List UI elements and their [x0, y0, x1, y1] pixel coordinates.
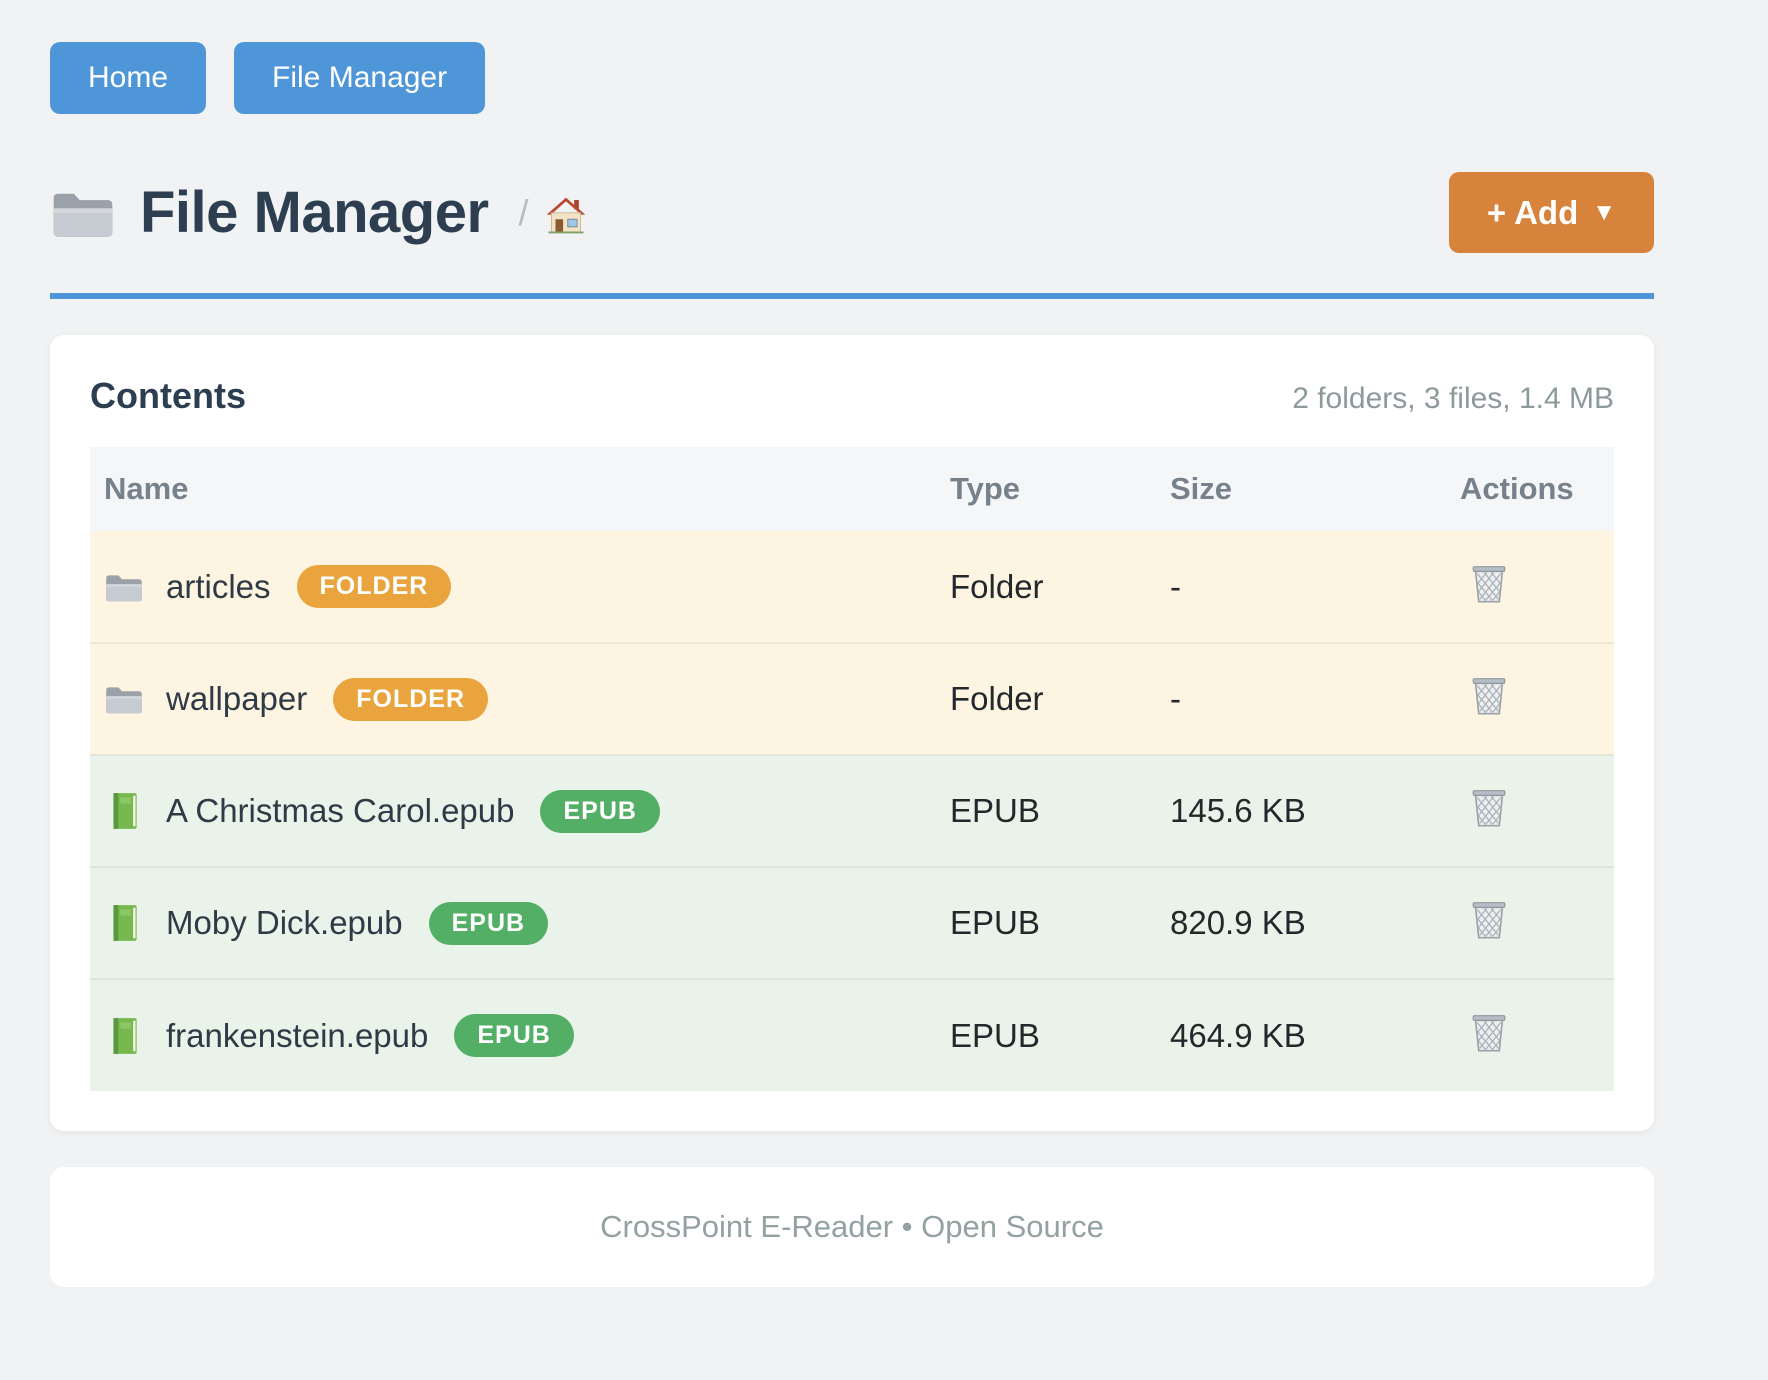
- delete-button[interactable]: [1470, 1011, 1508, 1053]
- wastebasket-icon: [1472, 790, 1506, 827]
- type-cell: EPUB: [950, 754, 1170, 867]
- footer: CrossPoint E-Reader • Open Source: [50, 1167, 1654, 1287]
- contents-card-header: Contents 2 folders, 3 files, 1.4 MB: [90, 375, 1614, 417]
- file-name: wallpaper: [166, 680, 308, 717]
- type-badge: EPUB: [454, 1014, 574, 1057]
- size-cell: 464.9 KB: [1170, 978, 1460, 1091]
- contents-card: Contents 2 folders, 3 files, 1.4 MB Name…: [50, 335, 1654, 1131]
- type-badge: FOLDER: [296, 565, 452, 608]
- wastebasket-icon: [1472, 678, 1506, 715]
- chevron-down-icon: ▼: [1592, 198, 1616, 226]
- table-row[interactable]: A Christmas Carol.epub EPUB EPUB 145.6 K…: [90, 754, 1614, 867]
- title-group: File Manager /: [50, 179, 587, 246]
- type-cell: EPUB: [950, 866, 1170, 979]
- file-name: frankenstein.epub: [166, 1016, 429, 1054]
- add-button[interactable]: + Add ▼: [1448, 172, 1654, 253]
- page-header: File Manager / + Add ▼: [50, 172, 1654, 253]
- folder-icon: [104, 567, 144, 607]
- size-cell: -: [1170, 642, 1460, 755]
- wastebasket-icon: [1472, 565, 1506, 602]
- delete-button[interactable]: [1470, 674, 1508, 716]
- file-table: Name Type Size Actions articles FOLDER F…: [90, 447, 1614, 1091]
- page: Home File Manager File Manager /: [50, 0, 1654, 1287]
- file-table-head: Name Type Size Actions: [90, 447, 1614, 531]
- table-row[interactable]: Moby Dick.epub EPUB EPUB 820.9 KB: [90, 866, 1614, 979]
- size-cell: 820.9 KB: [1170, 866, 1460, 979]
- delete-button[interactable]: [1470, 786, 1508, 828]
- table-row[interactable]: frankenstein.epub EPUB EPUB 464.9 KB: [90, 978, 1614, 1091]
- file-name: articles: [166, 567, 271, 605]
- breadcrumb-separator: /: [518, 191, 529, 233]
- breadcrumb: /: [519, 192, 587, 234]
- column-header-type: Type: [950, 447, 1170, 531]
- green-book-icon: [104, 903, 144, 943]
- table-row[interactable]: wallpaper FOLDER Folder -: [90, 642, 1614, 755]
- wastebasket-icon: [1472, 902, 1506, 939]
- file-manager-nav-button[interactable]: File Manager: [234, 42, 486, 114]
- add-button-label: + Add: [1486, 194, 1579, 231]
- type-badge: FOLDER: [333, 677, 489, 721]
- type-cell: EPUB: [950, 978, 1170, 1091]
- file-name: A Christmas Carol.epub: [166, 792, 515, 829]
- size-cell: 145.6 KB: [1170, 754, 1460, 867]
- top-nav: Home File Manager: [50, 42, 1654, 114]
- type-badge: EPUB: [540, 789, 660, 833]
- home-nav-button[interactable]: Home: [50, 42, 207, 114]
- delete-button[interactable]: [1470, 898, 1508, 940]
- green-book-icon: [104, 791, 144, 831]
- green-book-icon: [104, 1016, 144, 1056]
- header-divider: [50, 293, 1654, 299]
- footer-text: CrossPoint E-Reader • Open Source: [600, 1209, 1104, 1244]
- column-header-actions: Actions: [1460, 447, 1614, 531]
- table-row[interactable]: articles FOLDER Folder -: [90, 531, 1614, 643]
- folder-icon: [104, 679, 144, 719]
- file-name: Moby Dick.epub: [166, 904, 403, 941]
- folder-icon: [53, 193, 113, 237]
- contents-table-body: articles FOLDER Folder -: [90, 531, 1614, 1091]
- size-cell: -: [1170, 531, 1460, 643]
- page-title: File Manager: [140, 180, 489, 245]
- contents-summary: 2 folders, 3 files, 1.4 MB: [1292, 382, 1614, 415]
- column-header-size: Size: [1170, 447, 1460, 531]
- type-badge: EPUB: [428, 901, 549, 945]
- delete-button[interactable]: [1470, 562, 1508, 604]
- type-cell: Folder: [950, 531, 1170, 643]
- contents-heading: Contents: [90, 375, 246, 416]
- column-header-name: Name: [90, 447, 950, 531]
- wastebasket-icon: [1472, 1014, 1506, 1051]
- type-cell: Folder: [950, 642, 1170, 755]
- house-icon[interactable]: [545, 194, 587, 234]
